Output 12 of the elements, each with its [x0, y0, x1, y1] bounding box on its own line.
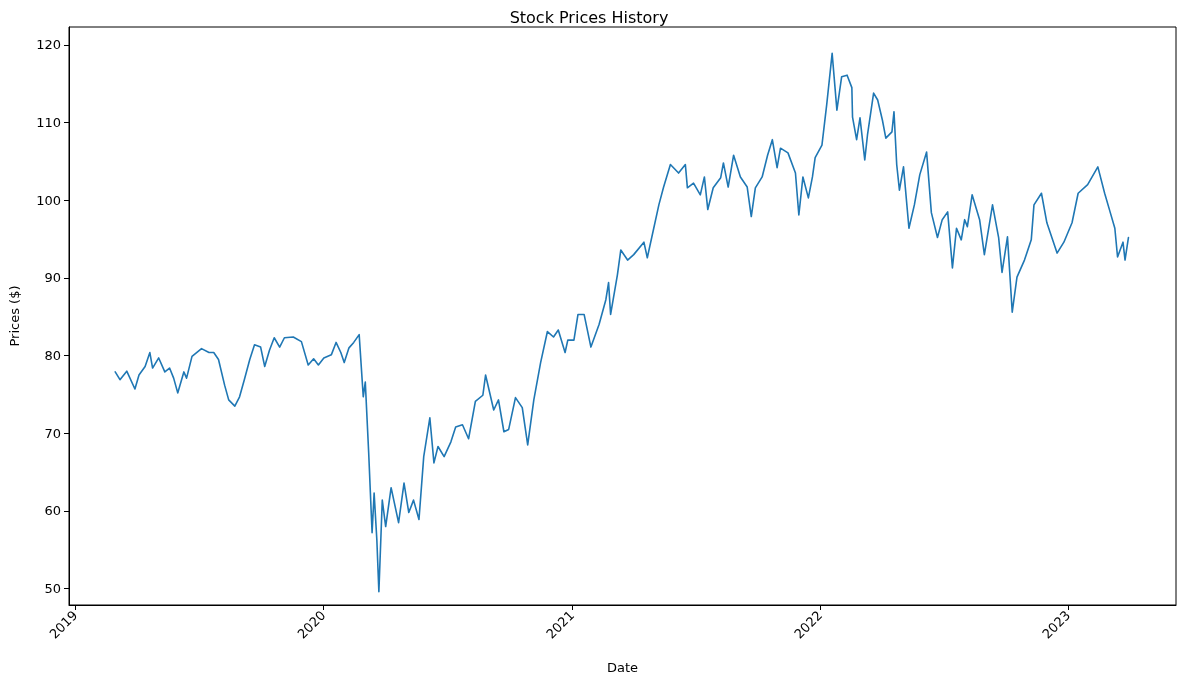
- y-tick-label: 80: [44, 348, 61, 364]
- y-tick-label: 60: [44, 503, 61, 519]
- y-tick-label: 50: [44, 581, 61, 597]
- y-axis-title: Prices ($): [7, 285, 22, 347]
- line-series: [114, 52, 1130, 593]
- y-tick-label: 70: [44, 425, 61, 441]
- chart-title: Stock Prices History: [509, 7, 669, 27]
- y-tick-label: 120: [36, 37, 61, 53]
- x-axis-title: Date: [606, 660, 639, 675]
- y-tick-label: 110: [36, 115, 61, 131]
- y-tick-label: 90: [44, 270, 61, 286]
- y-tick-label: 100: [36, 192, 61, 208]
